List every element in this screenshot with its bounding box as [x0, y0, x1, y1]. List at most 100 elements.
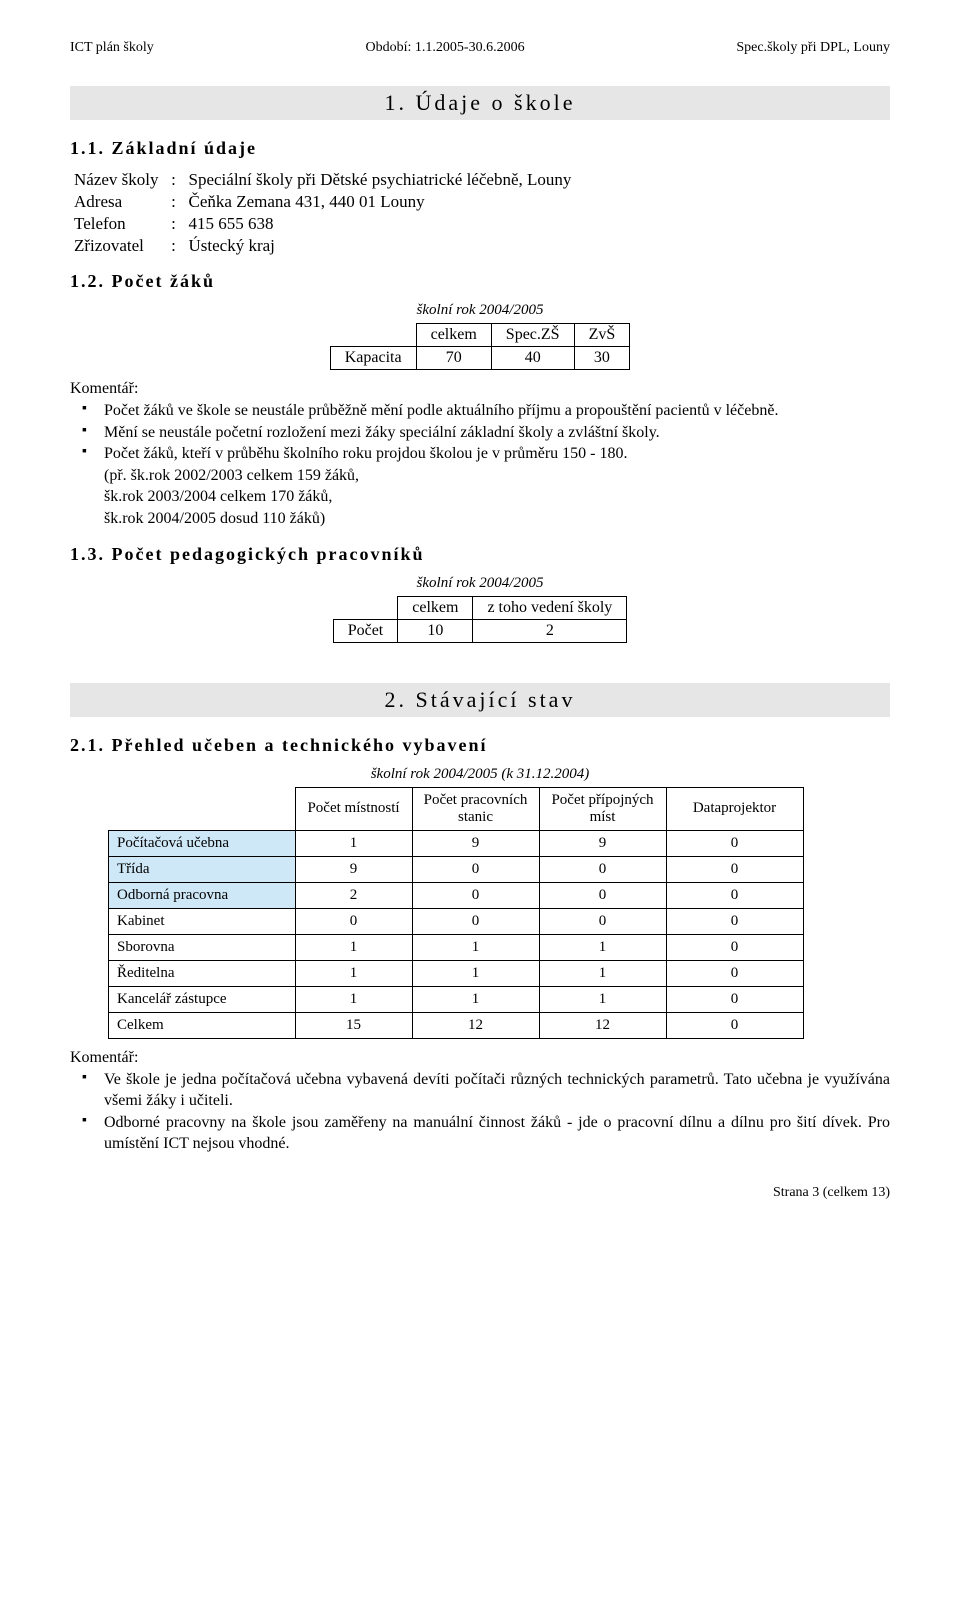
td-val: 1 — [412, 934, 539, 960]
td-val: 0 — [666, 960, 803, 986]
td-val: 1 — [539, 986, 666, 1012]
tail-line: šk.rok 2003/2004 celkem 170 žáků, — [104, 488, 332, 505]
equipment-comments: Ve škole je jedna počítačová učebna vyba… — [70, 1069, 890, 1155]
tail-line: šk.rok 2004/2005 dosud 110 žáků) — [104, 510, 325, 527]
td-val: 2 — [473, 619, 627, 642]
td-val: 2 — [295, 882, 412, 908]
row-label: Ředitelna — [109, 960, 296, 986]
td-val: 0 — [666, 986, 803, 1012]
td-val: 15 — [295, 1012, 412, 1038]
th-speczs: Spec.ZŠ — [491, 324, 574, 347]
td-val: 12 — [412, 1012, 539, 1038]
td-val: 10 — [398, 619, 473, 642]
teachers-table-block: školní rok 2004/2005 celkem z toho veden… — [70, 575, 890, 643]
kv-colon: : — [163, 213, 185, 235]
pupils-table-block: školní rok 2004/2005 celkem Spec.ZŠ ZvŠ … — [70, 302, 890, 370]
table-row: celkem Spec.ZŠ ZvŠ — [330, 324, 630, 347]
pupils-comments: Počet žáků ve škole se neustále průběžně… — [70, 400, 890, 530]
kv-label: Zřizovatel — [70, 235, 163, 257]
tail-line: (př. šk.rok 2002/2003 celkem 159 žáků, — [104, 467, 359, 484]
header-center: Období: 1.1.2005-30.6.2006 — [366, 40, 525, 56]
th-celkem: celkem — [416, 324, 491, 347]
th-stations: Počet pracovních stanic — [412, 787, 539, 830]
page: ICT plán školy Období: 1.1.2005-30.6.200… — [0, 0, 960, 1231]
td-val: 0 — [666, 1012, 803, 1038]
th-blank — [333, 596, 398, 619]
td-val: 0 — [412, 908, 539, 934]
td-rowlabel: Počet — [333, 619, 398, 642]
td-val: 0 — [412, 856, 539, 882]
basic-info-table: Název školy : Speciální školy při Dětské… — [70, 169, 575, 257]
td-val: 0 — [666, 908, 803, 934]
pupils-table: celkem Spec.ZŠ ZvŠ Kapacita 70 40 30 — [330, 323, 631, 370]
kv-value: Ústecký kraj — [185, 235, 576, 257]
table-row: Počet 10 2 — [333, 619, 627, 642]
section-1-1-heading: 1.1. Základní údaje — [70, 138, 890, 159]
td-val: 0 — [666, 934, 803, 960]
section-1-2-heading: 1.2. Počet žáků — [70, 271, 890, 292]
td-val: 9 — [295, 856, 412, 882]
komentar-label: Komentář: — [70, 380, 890, 398]
th-celkem: celkem — [398, 596, 473, 619]
th-zvs: ZvŠ — [574, 324, 630, 347]
table-row: Třída 9 0 0 0 — [109, 856, 804, 882]
list-item: Odborné pracovny na škole jsou zaměřeny … — [104, 1112, 890, 1155]
kv-row: Název školy : Speciální školy při Dětské… — [70, 169, 575, 191]
td-val: 0 — [539, 856, 666, 882]
td-val: 1 — [295, 986, 412, 1012]
td-val: 0 — [539, 908, 666, 934]
th-projector: Dataprojektor — [666, 787, 803, 830]
section-2-1-heading: 2.1. Přehled učeben a technického vybave… — [70, 735, 890, 756]
header-left: ICT plán školy — [70, 40, 154, 56]
kv-row: Telefon : 415 655 638 — [70, 213, 575, 235]
equip-table-caption: školní rok 2004/2005 (k 31.12.2004) — [70, 766, 890, 783]
komentar-label-2: Komentář: — [70, 1049, 890, 1067]
table-row: Počítačová učebna 1 9 9 0 — [109, 830, 804, 856]
section-2-title: 2. Stávající stav — [70, 683, 890, 717]
td-val: 0 — [666, 830, 803, 856]
table-row: Ředitelna 1 1 1 0 — [109, 960, 804, 986]
row-label: Počítačová učebna — [109, 830, 296, 856]
th-blank — [109, 787, 296, 830]
page-header: ICT plán školy Období: 1.1.2005-30.6.200… — [70, 40, 890, 56]
row-label: Kancelář zástupce — [109, 986, 296, 1012]
teachers-table-caption: školní rok 2004/2005 — [70, 575, 890, 592]
td-val: 9 — [412, 830, 539, 856]
table-row: celkem z toho vedení školy — [333, 596, 627, 619]
list-item: Ve škole je jedna počítačová učebna vyba… — [104, 1069, 890, 1112]
td-val: 30 — [574, 347, 630, 370]
kv-value: Čeňka Zemana 431, 440 01 Louny — [185, 191, 576, 213]
pupils-table-caption: školní rok 2004/2005 — [70, 302, 890, 319]
td-val: 0 — [412, 882, 539, 908]
kv-value: 415 655 638 — [185, 213, 576, 235]
td-val: 0 — [666, 856, 803, 882]
td-val: 0 — [666, 882, 803, 908]
td-val: 0 — [539, 882, 666, 908]
td-val: 1 — [539, 960, 666, 986]
td-val: 1 — [295, 934, 412, 960]
kv-colon: : — [163, 191, 185, 213]
th-ports: Počet přípojných míst — [539, 787, 666, 830]
td-val: 1 — [539, 934, 666, 960]
th-vedeni: z toho vedení školy — [473, 596, 627, 619]
row-label: Celkem — [109, 1012, 296, 1038]
bullet-text: Počet žáků, kteří v průběhu školního rok… — [104, 445, 627, 462]
td-val: 9 — [539, 830, 666, 856]
row-label: Odborná pracovna — [109, 882, 296, 908]
list-item: Mění se neustále početní rozložení mezi … — [104, 422, 890, 444]
td-val: 1 — [412, 960, 539, 986]
kv-label: Telefon — [70, 213, 163, 235]
td-val: 1 — [412, 986, 539, 1012]
kv-row: Zřizovatel : Ústecký kraj — [70, 235, 575, 257]
row-label: Kabinet — [109, 908, 296, 934]
equipment-table: Počet místností Počet pracovních stanic … — [108, 787, 804, 1039]
td-val: 70 — [416, 347, 491, 370]
row-label: Třída — [109, 856, 296, 882]
header-right: Spec.školy při DPL, Louny — [736, 40, 890, 56]
td-val: 12 — [539, 1012, 666, 1038]
td-val: 1 — [295, 830, 412, 856]
th-rooms: Počet místností — [295, 787, 412, 830]
list-item: Počet žáků ve škole se neustále průběžně… — [104, 400, 890, 422]
kv-label: Název školy — [70, 169, 163, 191]
table-row: Celkem 15 12 12 0 — [109, 1012, 804, 1038]
